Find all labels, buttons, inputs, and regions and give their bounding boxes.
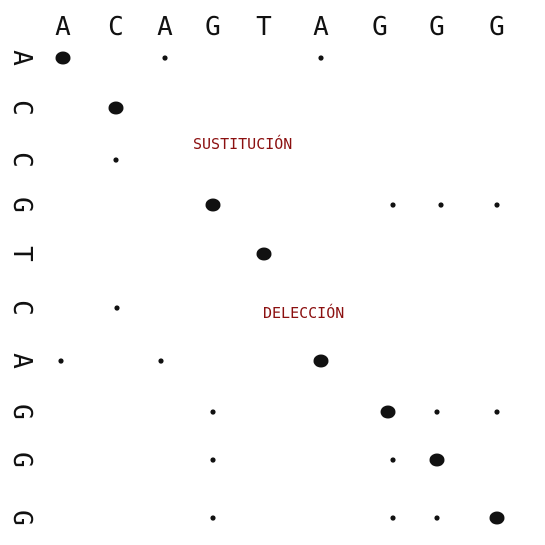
left-sequence-letter: A [7, 50, 37, 66]
match-dot [318, 55, 324, 61]
match-dot-diagonal [313, 354, 329, 368]
deletion-label: DELECCIÓN [263, 303, 344, 322]
top-sequence-letter: A [313, 12, 329, 42]
match-dot [434, 515, 440, 521]
left-sequence-letter: C [7, 100, 37, 116]
match-dot [113, 157, 119, 163]
top-sequence-letter: A [157, 12, 173, 42]
match-dot-diagonal [380, 405, 396, 419]
match-dot [434, 409, 440, 415]
match-dot [58, 358, 64, 364]
match-dot-diagonal [489, 511, 505, 525]
top-sequence-letter: G [372, 12, 388, 42]
match-dot-diagonal [205, 198, 221, 212]
match-dot [494, 202, 500, 208]
left-sequence-letter: C [7, 300, 37, 316]
left-sequence-letter: A [7, 353, 37, 369]
match-dot-diagonal [256, 247, 272, 261]
left-sequence-letter: G [7, 197, 37, 213]
match-dot [114, 305, 120, 311]
match-dot-diagonal [108, 101, 124, 115]
match-dot [210, 409, 216, 415]
top-sequence-letter: G [429, 12, 445, 42]
left-sequence-letter: G [7, 510, 37, 526]
match-dot [162, 55, 168, 61]
match-dot [390, 515, 396, 521]
left-sequence-letter: G [7, 452, 37, 468]
match-dot-diagonal [55, 51, 71, 65]
match-dot [390, 202, 396, 208]
match-dots [55, 51, 505, 525]
top-sequence-letter: A [55, 12, 71, 42]
top-sequence-letter: G [489, 12, 505, 42]
substitution-label: SUSTITUCIÓN [193, 134, 292, 153]
match-dot [438, 202, 444, 208]
match-dot [158, 358, 164, 364]
match-dot [210, 515, 216, 521]
match-dot-diagonal [429, 453, 445, 467]
top-sequence-letter: T [256, 12, 272, 42]
match-dot [390, 457, 396, 463]
left-sequence-labels: A C C G T C A G G G [7, 50, 37, 526]
left-sequence-letter: T [7, 246, 37, 262]
top-sequence-letter: C [108, 12, 124, 42]
match-dot [210, 457, 216, 463]
match-dot [494, 409, 500, 415]
left-sequence-letter: C [7, 152, 37, 168]
left-sequence-letter: G [7, 404, 37, 420]
top-sequence-letter: G [205, 12, 221, 42]
